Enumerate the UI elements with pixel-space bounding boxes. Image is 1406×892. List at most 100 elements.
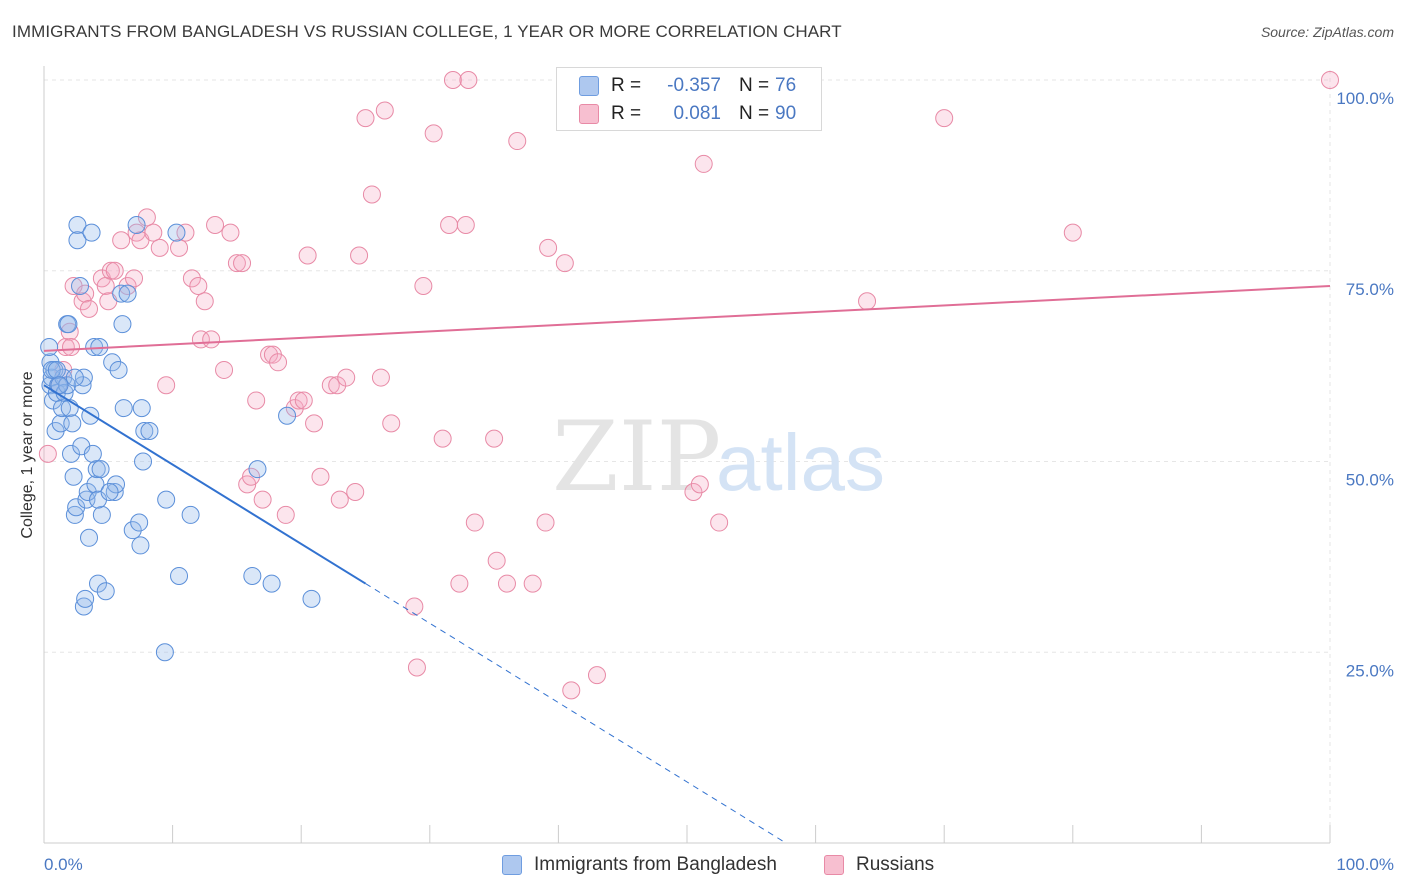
data-point-russians bbox=[407, 658, 426, 677]
data-point-russians bbox=[260, 345, 279, 364]
data-point-bangladesh bbox=[302, 589, 321, 608]
data-point-bangladesh bbox=[118, 284, 137, 303]
data-point-russians bbox=[170, 238, 189, 257]
data-point-russians bbox=[321, 376, 340, 395]
data-point-russians bbox=[330, 490, 349, 509]
data-point-bangladesh bbox=[40, 338, 59, 357]
data-point-russians bbox=[80, 299, 99, 318]
data-point-russians bbox=[440, 215, 459, 234]
data-point-russians bbox=[690, 475, 709, 494]
data-point-russians bbox=[182, 269, 201, 288]
data-point-bangladesh bbox=[87, 460, 106, 479]
data-point-bangladesh bbox=[47, 360, 66, 379]
data-point-bangladesh bbox=[65, 368, 84, 387]
data-point-russians bbox=[227, 254, 246, 273]
data-point-bangladesh bbox=[92, 505, 111, 524]
data-point-bangladesh bbox=[53, 399, 72, 418]
trend-line-bangladesh-projection bbox=[365, 583, 787, 844]
trend-lines bbox=[43, 285, 1331, 844]
data-point-russians bbox=[424, 124, 443, 143]
data-point-russians bbox=[562, 681, 581, 700]
data-point-russians bbox=[298, 246, 317, 265]
legend-r-key: R = bbox=[611, 75, 642, 96]
data-point-russians bbox=[858, 292, 877, 311]
data-point-russians bbox=[137, 208, 156, 227]
data-point-bangladesh bbox=[64, 467, 83, 486]
series-bangladesh bbox=[40, 215, 321, 662]
data-point-bangladesh bbox=[42, 360, 61, 379]
data-point-russians bbox=[206, 215, 225, 234]
legend-label-russians: Russians bbox=[856, 854, 935, 875]
data-point-russians bbox=[215, 360, 234, 379]
chart-title: IMMIGRANTS FROM BANGLADESH VS RUSSIAN CO… bbox=[12, 22, 842, 41]
data-point-russians bbox=[487, 551, 506, 570]
data-point-russians bbox=[253, 490, 272, 509]
data-point-russians bbox=[233, 254, 252, 273]
data-point-russians bbox=[38, 444, 57, 463]
x-tick-label: 0.0% bbox=[44, 855, 83, 874]
data-point-russians bbox=[242, 467, 261, 486]
data-point-russians bbox=[96, 277, 115, 296]
data-point-bangladesh bbox=[91, 460, 110, 479]
legend-item-russians[interactable]: Russians bbox=[824, 852, 934, 878]
tick-labels: 25.0% 50.0% 75.0% 100.0% 0.0% 100.0% bbox=[44, 89, 1394, 874]
data-point-russians bbox=[118, 277, 137, 296]
data-point-bangladesh bbox=[112, 284, 131, 303]
data-point-bangladesh bbox=[181, 505, 200, 524]
data-point-russians bbox=[101, 261, 120, 280]
data-point-bangladesh bbox=[109, 360, 128, 379]
legend-r-value: 0.081 bbox=[673, 103, 721, 124]
data-point-russians bbox=[350, 246, 369, 265]
legend-r-value: -0.357 bbox=[667, 75, 721, 96]
legend-item-bangladesh[interactable]: Immigrants from Bangladesh bbox=[502, 852, 777, 878]
data-point-bangladesh bbox=[167, 223, 186, 242]
data-point-russians bbox=[276, 505, 295, 524]
data-point-russians bbox=[508, 132, 527, 151]
correlation-legend: R = -0.357 N = 76 R = 0.081 N = 90 bbox=[556, 67, 822, 131]
data-point-bangladesh bbox=[130, 513, 149, 532]
data-point-russians bbox=[144, 223, 163, 242]
trend-line-bangladesh bbox=[43, 384, 367, 585]
y-tick-label: 50.0% bbox=[1346, 471, 1394, 490]
data-point-bangladesh bbox=[67, 498, 86, 517]
data-point-russians bbox=[459, 71, 478, 89]
data-point-russians bbox=[1321, 71, 1339, 89]
data-point-russians bbox=[356, 109, 375, 128]
legend-row-bangladesh: R = -0.357 N = 76 bbox=[557, 72, 796, 100]
data-point-russians bbox=[337, 368, 356, 387]
data-point-bangladesh bbox=[68, 215, 87, 234]
data-point-russians bbox=[105, 261, 124, 280]
data-point-bangladesh bbox=[157, 490, 176, 509]
data-point-bangladesh bbox=[140, 421, 159, 440]
data-point-bangladesh bbox=[65, 505, 84, 524]
data-point-bangladesh bbox=[62, 444, 81, 463]
data-point-bangladesh bbox=[100, 483, 119, 502]
data-point-russians bbox=[362, 185, 381, 204]
legend-n-value: 76 bbox=[775, 75, 797, 96]
legend-swatch-russians bbox=[824, 855, 844, 875]
data-point-bangladesh bbox=[74, 597, 93, 616]
data-point-bangladesh bbox=[123, 521, 142, 540]
data-point-russians bbox=[536, 513, 555, 532]
data-point-bangladesh bbox=[114, 399, 133, 418]
data-point-bangladesh bbox=[113, 315, 132, 334]
data-point-russians bbox=[485, 429, 504, 448]
data-point-russians bbox=[456, 215, 475, 234]
data-point-russians bbox=[289, 391, 308, 410]
data-point-bangladesh bbox=[107, 475, 126, 494]
data-point-russians bbox=[405, 597, 424, 616]
data-point-russians bbox=[555, 254, 574, 273]
data-point-russians bbox=[935, 109, 954, 128]
data-point-bangladesh bbox=[135, 421, 154, 440]
data-point-russians bbox=[523, 574, 542, 593]
data-point-russians bbox=[443, 71, 462, 89]
data-point-russians bbox=[62, 338, 81, 357]
data-point-russians bbox=[684, 483, 703, 502]
data-point-russians bbox=[112, 231, 131, 250]
data-point-russians bbox=[157, 376, 176, 395]
data-point-russians bbox=[202, 330, 221, 349]
axes bbox=[43, 66, 1331, 844]
data-point-bangladesh bbox=[248, 460, 267, 479]
data-point-russians bbox=[1063, 223, 1082, 242]
